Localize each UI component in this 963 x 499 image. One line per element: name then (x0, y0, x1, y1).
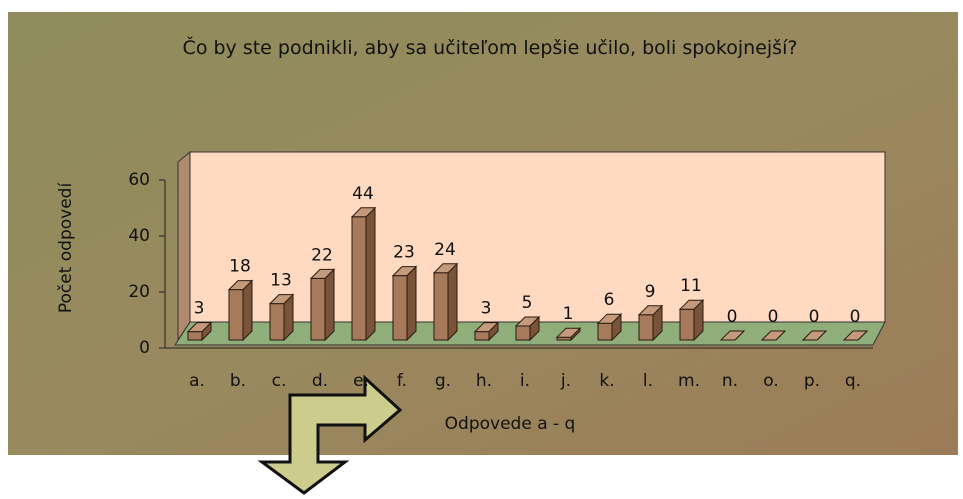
bar (391, 265, 418, 342)
bar-face (514, 316, 541, 327)
data-label: 13 (270, 271, 292, 291)
bar-face (350, 207, 377, 218)
x-tick-label: g. (435, 371, 451, 391)
data-label: 11 (680, 276, 702, 296)
bar-face (406, 265, 417, 342)
bar-face (391, 266, 418, 277)
data-label: 24 (434, 240, 456, 260)
bar (555, 326, 582, 342)
side-wall (177, 150, 191, 342)
x-tick-label: d. (312, 371, 328, 391)
bar-face (227, 280, 254, 291)
y-axis-label: Počet odpovedí (56, 182, 76, 314)
bar-face (596, 313, 623, 324)
x-tick-label: j. (560, 371, 571, 391)
bar (719, 330, 746, 341)
bar-face (269, 303, 285, 341)
y-tick-label: 60 (128, 170, 150, 190)
x-tick-label: i. (520, 371, 530, 391)
arrow-icon (257, 374, 403, 495)
x-tick-label: e. (353, 371, 369, 391)
bar-face (474, 331, 490, 341)
title-box: Čo by ste podnikli, aby sa učiteľom lepš… (182, 37, 798, 59)
bar-face (515, 325, 531, 341)
bar-face (637, 305, 664, 316)
x-tick-label: m. (678, 371, 700, 391)
bar-face (351, 216, 367, 341)
bar-face (365, 206, 376, 342)
bar-face (228, 289, 244, 341)
x-tick-label: f. (397, 371, 407, 391)
data-label: 0 (809, 307, 820, 327)
bar (309, 268, 336, 342)
x-tick-label: h. (476, 371, 492, 391)
bar-face (555, 327, 582, 338)
data-label: 6 (604, 290, 615, 310)
data-label: 0 (768, 307, 779, 327)
back-wall (189, 151, 886, 323)
data-label: 3 (481, 299, 492, 319)
bar (596, 312, 623, 342)
x-tick-label: l. (643, 371, 653, 391)
bar (432, 262, 459, 342)
bar (801, 330, 828, 341)
bar-face (473, 322, 500, 333)
data-label: 44 (352, 184, 374, 204)
y-tick-label: 20 (128, 282, 150, 302)
x-tick-label: c. (272, 371, 287, 391)
bar-face (678, 299, 705, 310)
bar-face (324, 268, 335, 342)
x-tick-label: p. (804, 371, 820, 391)
chart-title: Čo by ste podnikli, aby sa učiteľom lepš… (182, 37, 798, 59)
data-label: 3 (194, 299, 205, 319)
bar-face (447, 262, 458, 342)
data-label: 18 (229, 257, 251, 277)
x-tick-label: q. (845, 371, 861, 391)
x-tick-label: n. (722, 371, 738, 391)
bar-face (842, 330, 869, 341)
bar (186, 321, 213, 342)
x-tick-label: k. (599, 371, 614, 391)
data-label: 5 (522, 293, 533, 313)
bar-face (242, 279, 253, 342)
bar-face (433, 272, 449, 341)
y-tick-label: 40 (128, 226, 150, 246)
bar (760, 330, 787, 341)
bar-face (309, 268, 336, 279)
data-label: 0 (850, 307, 861, 327)
x-axis-label: Odpovede a - q (445, 414, 576, 434)
bar (514, 315, 541, 342)
bar-face (186, 322, 213, 333)
y-tick-label: 0 (139, 338, 150, 358)
bar-face (719, 330, 746, 341)
bar-face (760, 330, 787, 341)
x-tick-label: a. (189, 371, 205, 391)
x-tick-label: o. (763, 371, 779, 391)
bar-face (310, 277, 326, 341)
bar (268, 293, 295, 342)
data-label: 9 (645, 282, 656, 302)
bar (678, 298, 705, 342)
bar-face (597, 322, 613, 341)
bar-face (432, 263, 459, 274)
bar-face (679, 308, 695, 341)
data-label: 23 (393, 243, 415, 263)
bar (637, 304, 664, 342)
data-label: 22 (311, 245, 333, 265)
bar (842, 330, 869, 341)
bar-face (187, 331, 203, 341)
bar-face (638, 314, 654, 341)
bar-face (801, 330, 828, 341)
bar (350, 206, 377, 342)
bar-face (268, 294, 295, 305)
data-label: 1 (563, 304, 574, 324)
bar-face (392, 275, 408, 341)
data-label: 0 (727, 307, 738, 327)
bar (473, 321, 500, 342)
bar (227, 279, 254, 342)
x-tick-label: b. (230, 371, 246, 391)
